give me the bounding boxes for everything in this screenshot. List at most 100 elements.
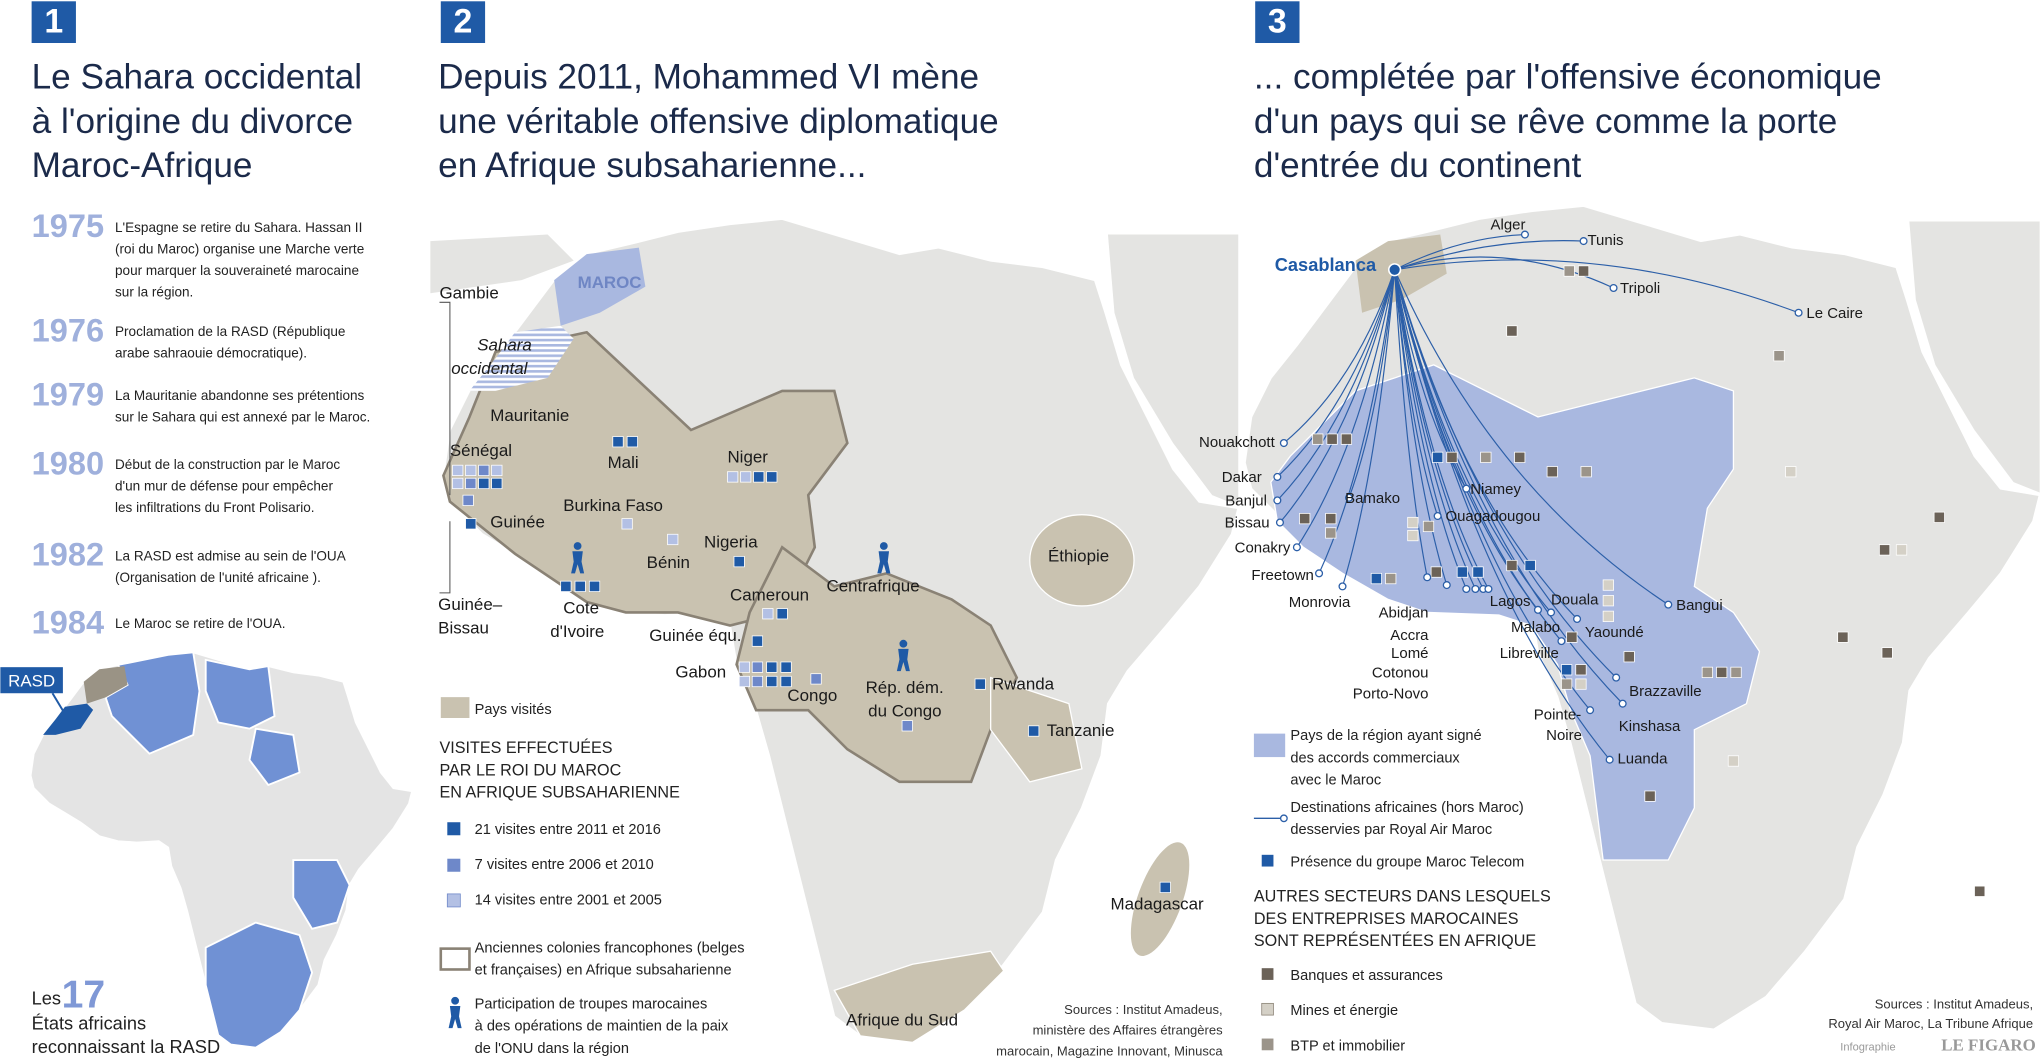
map-rasd: [29, 651, 414, 1049]
number-badge: [31, 1, 76, 44]
legend-heading: PAR LE ROI DU MAROC: [439, 761, 621, 779]
legend-text: des accords commerciaux: [1290, 750, 1460, 766]
legend-text: 21 visites entre 2011 et 2016: [475, 822, 661, 838]
western-sahara: [43, 703, 94, 735]
country-label: Guinée: [490, 513, 545, 532]
sector-square: [1575, 678, 1587, 690]
air-route: [1394, 240, 1584, 271]
city-dot: [1344, 493, 1354, 502]
sector-square: [1506, 559, 1518, 572]
country-label: Éthiopie: [1048, 547, 1109, 566]
sector-square: [1456, 566, 1468, 578]
air-route: [1276, 269, 1396, 478]
morocco: [554, 247, 646, 326]
timeline-text: La RASD est admise au sein de l'OUA: [115, 548, 347, 563]
legend-swatch-signed: [1253, 733, 1286, 758]
timeline-text: (Organisation de l'unité africaine ).: [115, 570, 321, 585]
sector-square: [1561, 664, 1573, 676]
visit-square: [766, 675, 778, 688]
sector-square: [1881, 647, 1893, 659]
legend-text: de l'ONU dans la région: [475, 1041, 629, 1057]
legend-heading: DES ENTREPRISES MAROCAINES: [1254, 910, 1519, 928]
city-label: Le Caire: [1806, 305, 1863, 322]
city-label: Douala: [1551, 592, 1599, 609]
city-label: Abidjan: [1379, 605, 1429, 622]
troop-icon: [877, 551, 891, 574]
troop-icon: [896, 648, 910, 672]
city-dot: [1484, 584, 1493, 594]
sources: marocain, Magazine Innovant, Minusca: [996, 1043, 1223, 1058]
timeline-text: d'un mur de défense pour empêcher: [115, 479, 333, 494]
country-label: Bissau: [438, 618, 489, 637]
country-label: Gambie: [439, 283, 498, 302]
sector-square: [1506, 325, 1518, 337]
city-dot: [1546, 608, 1556, 617]
city-label: Bissau: [1225, 515, 1270, 532]
city-label: Lagos: [1490, 593, 1531, 610]
city-dot: [1557, 637, 1566, 646]
sector-square: [1340, 433, 1353, 445]
timeline-text: sur la région.: [115, 284, 193, 299]
air-route: [1394, 269, 1476, 590]
visit-square: [491, 464, 503, 477]
country-label: Rwanda: [992, 674, 1055, 693]
city-label: Conakry: [1235, 540, 1291, 557]
air-route: [1394, 233, 1525, 271]
visit-square: [762, 608, 774, 620]
leader-line: [439, 301, 451, 496]
visit-square: [810, 673, 822, 685]
city-dot: [1579, 237, 1588, 246]
panel-title: en Afrique subsaharienne...: [438, 146, 866, 185]
visit-square: [901, 720, 913, 732]
sector-square: [1422, 520, 1435, 533]
sector-square: [1878, 544, 1891, 556]
legend-text: avec le Maroc: [1290, 772, 1381, 788]
timeline-text: pour marquer la souveraineté marocaine: [115, 263, 359, 278]
sector-square: [1716, 666, 1728, 678]
timeline-year: 1979: [32, 376, 104, 412]
caption-text: États africains: [32, 1012, 147, 1033]
air-route: [1279, 269, 1396, 523]
panel-title: à l'origine du divorce: [32, 102, 354, 141]
legend-text: Présence du groupe Maroc Telecom: [1290, 855, 1524, 871]
city-dot: [1586, 706, 1595, 715]
visit-square: [667, 533, 679, 546]
arabia-land: [1909, 221, 2040, 493]
city-label: Dakar: [1222, 469, 1262, 486]
country-label: Guinée équ.: [649, 626, 741, 645]
visit-square: [1028, 725, 1040, 737]
city-dot: [1315, 569, 1324, 578]
country-recognizing: [292, 859, 351, 930]
morocco: [1355, 234, 1447, 313]
sector-square: [1325, 513, 1337, 525]
timeline-text: Le Maroc se retire de l'OUA.: [115, 616, 285, 631]
city-label: Tunis: [1587, 232, 1623, 249]
city-dot: [1338, 582, 1347, 591]
legend-text: desservies par Royal Air Maroc: [1290, 822, 1492, 838]
visit-square: [462, 494, 474, 506]
rasd-tag-box: [0, 667, 63, 694]
legend-text: et françaises) en Afrique subsaharienne: [475, 963, 732, 979]
country-label: Cote: [563, 599, 599, 618]
city-dot: [1462, 484, 1471, 493]
sector-square: [1974, 885, 1986, 897]
timeline-year: 1975: [32, 208, 104, 244]
legend-text: BTP et immobilier: [1290, 1038, 1405, 1054]
country-label: Rép. dém.: [866, 678, 944, 697]
air-route: [1394, 269, 1669, 606]
legend-text: à des opérations de maintien de la paix: [475, 1019, 729, 1035]
timeline-text: Proclamation de la RASD (République: [115, 324, 345, 339]
visit-square: [478, 477, 490, 490]
air-route: [1394, 269, 1611, 761]
city-label: Alger: [1491, 216, 1526, 233]
sector-square: [1701, 666, 1713, 678]
sources: ministère des Affaires étrangères: [1033, 1023, 1224, 1038]
city-label: Niamey: [1470, 481, 1521, 498]
sector-square: [1837, 631, 1849, 643]
panel-title: d'un pays qui se rêve comme la porte: [1254, 102, 1837, 141]
troop-icon: [448, 1005, 462, 1029]
country-recognizing: [204, 658, 276, 730]
sector-square: [1577, 265, 1590, 277]
city-label: Banjul: [1225, 493, 1267, 510]
sector-square: [1773, 350, 1785, 362]
